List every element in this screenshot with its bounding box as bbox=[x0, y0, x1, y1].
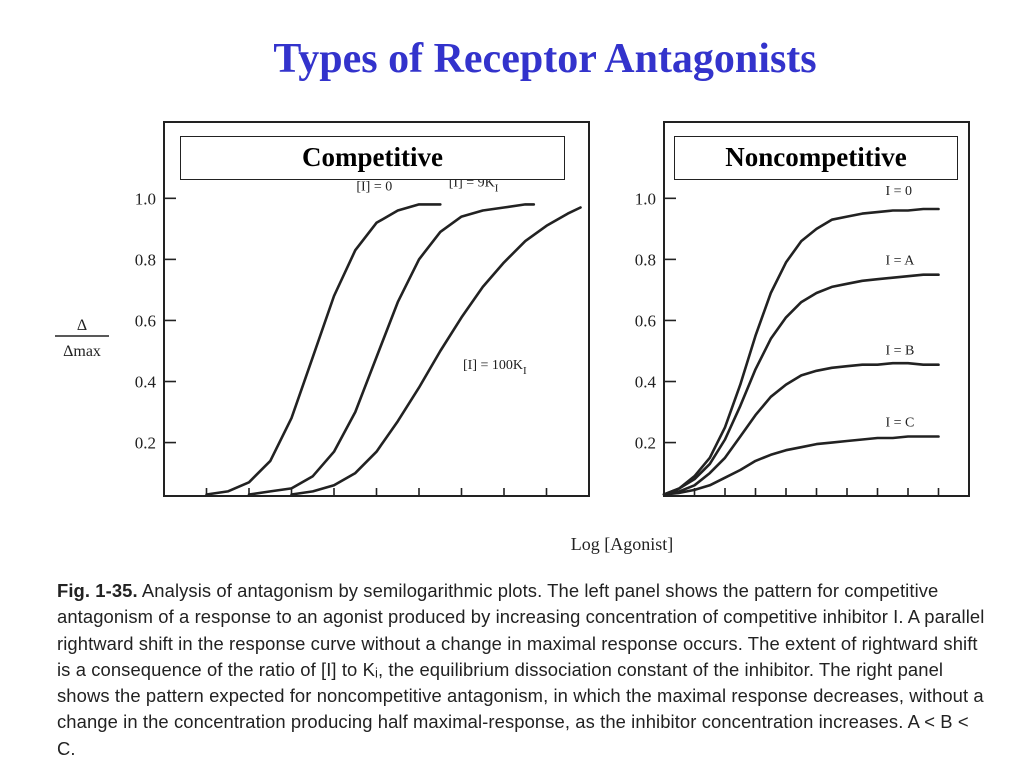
y-tick-label: 0.6 bbox=[635, 311, 656, 330]
y-tick-label: 0.2 bbox=[635, 434, 656, 453]
y-tick-label: 0.4 bbox=[135, 373, 157, 392]
series-label: [I] = 9KI bbox=[449, 175, 499, 194]
y-tick-label: 0.6 bbox=[135, 311, 156, 330]
y-axis-label-denominator: Δmax bbox=[63, 343, 101, 360]
chart-svg: 1.0 0.8 0.6 0.4 0.2 [I] = 0 [I] = 9KI [I] = 100… bbox=[55, 121, 970, 554]
chart-figure: 1.0 0.8 0.6 0.4 0.2 [I] = 0 [I] = 9KI [I] = 100… bbox=[0, 100, 1024, 570]
x-axis-label: Log [Agonist] bbox=[571, 534, 674, 554]
series-line-2-3 bbox=[662, 361, 940, 496]
figure-caption: Fig. 1-35. Analysis of antagonism by sem… bbox=[57, 578, 987, 762]
series-line-2-4 bbox=[662, 435, 940, 496]
y-tick-label: 0.8 bbox=[635, 250, 656, 269]
series-line-1-3 bbox=[290, 206, 582, 496]
series-line-2-1 bbox=[662, 207, 940, 496]
series-label: I = A bbox=[886, 254, 916, 269]
series-label: I = 0 bbox=[886, 184, 913, 199]
y-tick-label: 0.4 bbox=[635, 373, 657, 392]
y-tick-label: 1.0 bbox=[635, 189, 656, 208]
y-tick-label: 0.2 bbox=[135, 434, 156, 453]
y-tick-label: 1.0 bbox=[135, 189, 156, 208]
competitive-panel-label: Competitive bbox=[180, 136, 565, 180]
slide-title: Types of Receptor Antagonists bbox=[273, 36, 817, 82]
series-label: I = C bbox=[886, 415, 915, 430]
y-axis-label-numerator: Δ bbox=[77, 317, 87, 334]
y-tick-label: 0.8 bbox=[135, 250, 156, 269]
series-label: I = B bbox=[886, 344, 915, 359]
series-line-1-2 bbox=[247, 203, 536, 496]
caption-figure-number: Fig. 1-35. bbox=[57, 580, 138, 601]
series-label: [I] = 100KI bbox=[463, 358, 527, 377]
series-line-1-1 bbox=[205, 203, 442, 496]
caption-text: Analysis of antagonism by semilogarithmi… bbox=[57, 580, 985, 759]
series-label: [I] = 0 bbox=[356, 179, 392, 194]
series-line-2-2 bbox=[662, 273, 940, 496]
noncompetitive-panel-label: Noncompetitive bbox=[674, 136, 958, 180]
